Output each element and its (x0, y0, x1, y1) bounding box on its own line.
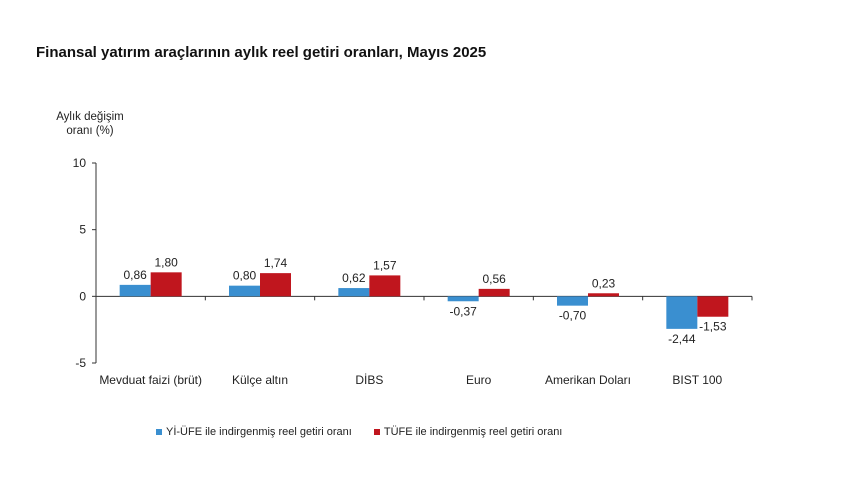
x-category-label: Amerikan Doları (545, 373, 631, 387)
legend-item-tufe: TÜFE ile indirgenmiş reel getiri oranı (374, 426, 563, 438)
bar-tufe (479, 289, 510, 296)
data-label: 1,80 (154, 255, 178, 269)
x-category-label: Külçe altın (232, 373, 288, 387)
y-tick-label: 10 (73, 156, 87, 170)
y-tick-label: 5 (79, 223, 86, 237)
data-label: 1,57 (373, 258, 397, 272)
x-category-label: Mevduat faizi (brüt) (99, 373, 202, 387)
x-category-label: DİBS (355, 373, 383, 387)
data-label: -2,44 (668, 332, 696, 346)
bar-yi-ufe (120, 285, 151, 296)
data-label: 0,56 (482, 272, 506, 286)
bar-tufe (260, 273, 291, 296)
bar-yi-ufe (666, 296, 697, 329)
bar-yi-ufe (448, 296, 479, 301)
data-label: -1,53 (699, 320, 727, 334)
data-label: 0,62 (342, 271, 366, 285)
data-label: 0,80 (233, 269, 257, 283)
data-label: 1,74 (264, 256, 288, 270)
legend-swatch-tufe (374, 429, 380, 435)
legend-swatch-yi-ufe (156, 429, 162, 435)
bar-tufe (588, 293, 619, 296)
bar-yi-ufe (557, 296, 588, 305)
x-category-label: BIST 100 (672, 373, 722, 387)
legend-label-yi-ufe: Yİ-ÜFE ile indirgenmiş reel getiri oranı (166, 426, 352, 438)
data-label: -0,37 (449, 304, 477, 318)
data-label: 0,86 (123, 268, 147, 282)
legend-label-tufe: TÜFE ile indirgenmiş reel getiri oranı (384, 426, 563, 438)
bar-tufe (369, 275, 400, 296)
x-category-label: Euro (466, 373, 492, 387)
y-tick-label: 0 (79, 289, 86, 303)
data-label: -0,70 (559, 309, 587, 323)
bar-yi-ufe (338, 288, 369, 296)
bar-tufe (697, 296, 728, 316)
legend-item-yi-ufe: Yİ-ÜFE ile indirgenmiş reel getiri oranı (156, 426, 352, 438)
legend: Yİ-ÜFE ile indirgenmiş reel getiri oranı… (156, 426, 584, 438)
y-tick-label: -5 (75, 356, 86, 370)
bar-yi-ufe (229, 286, 260, 297)
bar-tufe (151, 272, 182, 296)
data-label: 0,23 (592, 276, 616, 290)
